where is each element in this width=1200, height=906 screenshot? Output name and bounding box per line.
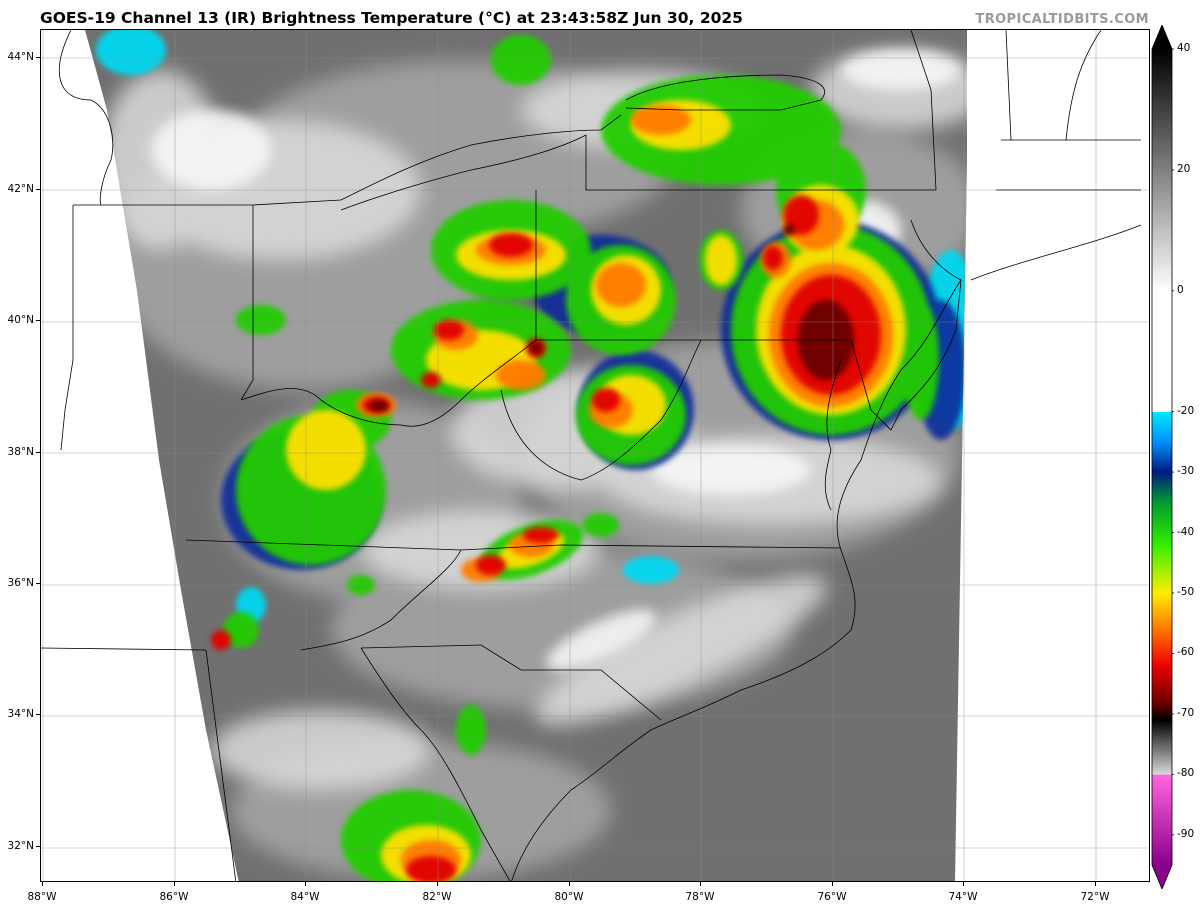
lon-tick xyxy=(42,882,43,886)
lon-label-84: 84°W xyxy=(290,891,320,903)
lat-label-32: 32°N xyxy=(7,840,34,852)
lon-tick xyxy=(832,882,833,886)
lon-tick xyxy=(569,882,570,886)
lat-label-36: 36°N xyxy=(7,577,34,589)
lon-tick xyxy=(700,882,701,886)
satellite-map[interactable] xyxy=(40,29,1150,882)
lon-label-74: 74°W xyxy=(948,891,978,903)
lon-label-82: 82°W xyxy=(422,891,452,903)
lon-label-72: 72°W xyxy=(1080,891,1110,903)
colorbar-label: -60 xyxy=(1177,646,1195,659)
colorbar-label: -80 xyxy=(1177,767,1195,780)
colorbar-label: -40 xyxy=(1177,525,1195,538)
colorbar-label: -50 xyxy=(1177,586,1195,598)
lon-tick xyxy=(174,882,175,886)
lat-label-42: 42°N xyxy=(7,183,34,195)
lat-tick xyxy=(36,583,40,584)
lat-label-34: 34°N xyxy=(7,708,34,720)
lon-label-88: 88°W xyxy=(27,891,57,903)
lat-tick xyxy=(36,846,40,847)
lon-label-86: 86°W xyxy=(159,891,189,903)
map-title: GOES-19 Channel 13 (IR) Brightness Tempe… xyxy=(40,9,743,27)
colorbar-label: 0 xyxy=(1177,283,1184,296)
source-credit: TROPICALTIDBITS.COM xyxy=(975,12,1149,27)
colorbar-label: -20 xyxy=(1177,404,1195,417)
satellite-swath xyxy=(85,30,967,881)
lon-tick xyxy=(1095,882,1096,886)
colorbar-label: -90 xyxy=(1177,827,1195,840)
lon-tick xyxy=(437,882,438,886)
colorbar-label: -30 xyxy=(1177,465,1195,478)
lon-tick xyxy=(305,882,306,886)
lon-tick xyxy=(963,882,964,886)
lat-tick xyxy=(36,320,40,321)
lat-tick xyxy=(36,57,40,58)
lat-label-38: 38°N xyxy=(7,446,34,458)
colorbar-fill xyxy=(1152,25,1172,889)
lon-label-80: 80°W xyxy=(554,891,584,903)
lat-tick xyxy=(36,714,40,715)
colorbar-label: 40 xyxy=(1177,42,1191,54)
lon-label-76: 76°W xyxy=(817,891,847,903)
lat-tick xyxy=(36,189,40,190)
lon-label-78: 78°W xyxy=(685,891,715,903)
lat-label-40: 40°N xyxy=(7,314,34,326)
colorbar-label: -70 xyxy=(1177,706,1195,719)
lat-label-44: 44°N xyxy=(7,51,34,63)
ir-imagery xyxy=(41,30,1149,881)
boundaries xyxy=(41,30,1142,881)
lat-tick xyxy=(36,452,40,453)
temperature-colorbar xyxy=(1151,25,1174,889)
colorbar-label: 20 xyxy=(1177,162,1191,175)
